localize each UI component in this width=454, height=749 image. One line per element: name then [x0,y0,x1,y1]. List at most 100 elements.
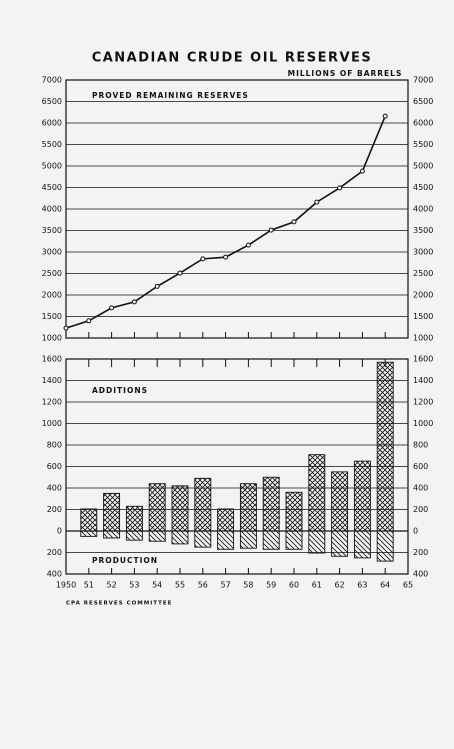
x-tick-label: 1950 [56,581,76,590]
x-tick-label: 57 [221,581,231,590]
y-tick-label: 5000 [42,162,62,171]
y-tick-label-right: 2500 [413,269,433,278]
point [131,299,137,305]
y-tick-label: 200 [47,505,62,514]
legend-additions: ADDITIONS [92,386,148,395]
y-tick-label: 800 [47,441,62,450]
point [382,113,388,119]
bar [125,505,143,532]
y-tick-label-right: 1000 [413,334,433,343]
y-tick-label: 5500 [42,140,62,149]
bar [125,530,143,541]
y-tick-label-right: 1200 [413,398,433,407]
y-tick-label-right: 3000 [413,248,433,257]
bar [239,483,257,532]
bar [308,530,326,554]
legend-production: PRODUCTION [92,556,158,565]
y-tick-label-right: 400 [413,570,428,579]
bar [103,492,121,532]
y-tick-label: 3000 [42,248,62,257]
x-tick-label: 53 [129,581,139,590]
y-tick-label-right: 5500 [413,140,433,149]
bar [262,476,280,532]
point [223,254,229,260]
y-tick-label-right: 1000 [413,419,433,428]
bar [171,485,189,532]
y-tick-label: 6000 [42,119,62,128]
y-tick-label: 1600 [42,355,62,364]
point [200,256,206,262]
y-tick-label-right: 1600 [413,355,433,364]
y-tick-label-right: 200 [413,548,428,557]
x-tick-label: 54 [152,581,162,590]
point [109,305,115,311]
y-tick-label: 1500 [42,312,62,321]
bar [331,530,349,557]
x-tick-label: 59 [266,581,276,590]
point [86,318,92,324]
y-tick-label: 400 [47,484,62,493]
y-tick-label: 4000 [42,205,62,214]
y-tick-label: 4500 [42,183,62,192]
y-tick-label-right: 4000 [413,205,433,214]
x-tick-label: 51 [84,581,94,590]
y-tick-label-right: 400 [413,484,428,493]
point [359,168,365,174]
panel-label: PROVED REMAINING RESERVES [92,91,249,100]
footer: CPA RESERVES COMMITTEE [66,601,172,607]
y-tick-label: 1000 [42,334,62,343]
point [314,199,320,205]
y-tick-label-right: 800 [413,441,428,450]
bar [285,530,303,550]
bar [331,471,349,532]
bar [239,530,257,549]
bar [80,508,98,532]
point [337,185,343,191]
point [291,219,297,225]
bar [353,460,371,532]
bar [262,530,280,550]
y-tick-label-right: 5000 [413,162,433,171]
y-tick-label-right: 1500 [413,312,433,321]
bar [217,508,235,532]
y-tick-label-right: 1400 [413,376,433,385]
point [268,227,274,233]
x-tick-label: 65 [403,581,413,590]
y-tick-label-right: 2000 [413,291,433,300]
bar [217,530,235,550]
bar [80,530,98,537]
bar [103,530,121,539]
units: MILLIONS OF BARRELS [288,69,403,78]
y-tick-label-right: 3500 [413,226,433,235]
bar [308,454,326,532]
y-tick-label-right: 6500 [413,97,433,106]
y-tick-label: 7000 [42,76,62,85]
y-tick-label-right: 4500 [413,183,433,192]
bar [376,361,394,532]
point [245,242,251,248]
y-tick-label: 600 [47,462,62,471]
y-tick-label: 2000 [42,291,62,300]
point [63,325,69,331]
x-tick-label: 58 [243,581,253,590]
x-tick-label: 61 [312,581,322,590]
x-tick-label: 64 [380,581,390,590]
y-tick-label: 1200 [42,398,62,407]
y-tick-label: 200 [47,548,62,557]
y-tick-label: 6500 [42,97,62,106]
y-tick-label: 1400 [42,376,62,385]
y-tick-label-right: 0 [413,527,418,536]
bar [148,483,166,532]
y-tick-label: 3500 [42,226,62,235]
y-tick-label-right: 600 [413,462,428,471]
y-tick-label: 0 [57,527,62,536]
x-tick-label: 62 [335,581,345,590]
bar [194,477,212,532]
y-tick-label-right: 7000 [413,76,433,85]
x-tick-label: 60 [289,581,299,590]
x-tick-label: 55 [175,581,185,590]
y-tick-label: 2500 [42,269,62,278]
bar [194,530,212,548]
bar [148,530,166,542]
